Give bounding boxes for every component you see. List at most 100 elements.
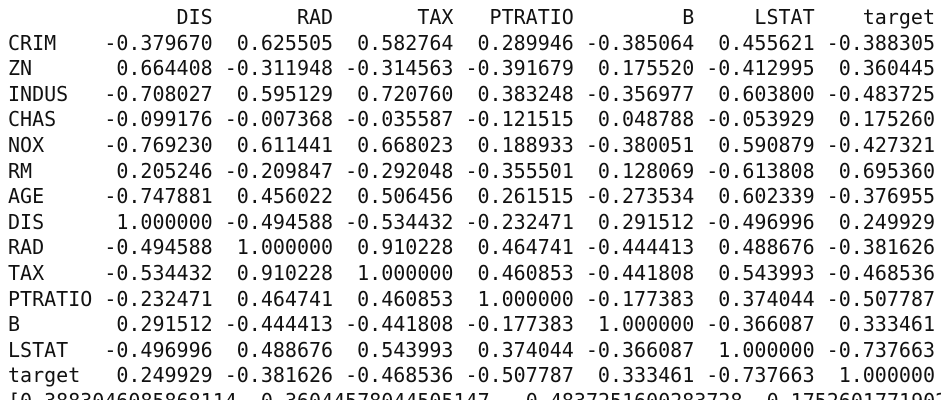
cell-value: 0.464741: [477, 235, 574, 260]
cell-value: -0.209847: [224, 158, 334, 183]
cell-value: -0.534432: [104, 260, 213, 285]
cell-value: -0.376955: [826, 184, 936, 209]
cell-value: -0.494588: [224, 209, 334, 234]
cell-value: -0.444413: [585, 235, 695, 260]
cell-value: -0.468536: [345, 363, 454, 388]
cell-value: 0.460853: [477, 260, 574, 285]
cell-value: -0.292048: [345, 158, 454, 183]
cell-value: 0.249929: [838, 209, 936, 234]
cell-value: 0.664408: [116, 56, 213, 81]
cell-value: -0.468536: [826, 260, 936, 285]
cell-value: -0.737663: [826, 337, 936, 362]
cell-value: 0.374044: [718, 286, 815, 311]
cell-value: -0.366087: [585, 337, 695, 362]
cell-value: -0.444413: [224, 312, 334, 337]
cell-value: 0.456022: [236, 184, 334, 209]
data-row: AGE -0.747881 0.456022 0.506456 0.261515 -0.2…: [8, 184, 941, 210]
cell-value: 0.603800: [718, 81, 815, 106]
cell-value: 0.360445: [838, 56, 936, 81]
cell-value: -0.311948: [224, 56, 334, 81]
cell-value: 0.582764: [357, 30, 454, 55]
cell-value: -0.053929: [706, 107, 815, 132]
cell-value: -0.007368: [224, 107, 334, 132]
data-row: LSTAT -0.496996 0.488676 0.543993 0.374044 -0…: [8, 338, 941, 364]
row-label: B: [8, 312, 21, 337]
cell-value: 0.625505: [236, 30, 334, 55]
cell-value: -0.427321: [826, 132, 936, 157]
cell-value: -0.232471: [104, 286, 213, 311]
row-label: AGE: [8, 184, 45, 209]
data-row: INDUS -0.708027 0.595129 0.720760 0.383248 -0…: [8, 82, 941, 108]
cell-value: 0.333461: [597, 363, 695, 388]
cell-value: -0.355501: [465, 158, 574, 183]
data-row: PTRATIO -0.232471 0.464741 0.460853 1.000000…: [8, 287, 941, 313]
cell-value: -0.035587: [345, 107, 454, 132]
row-label: PTRATIO: [8, 286, 93, 311]
cell-value: -0.613808: [706, 158, 815, 183]
row-label: TAX: [8, 260, 45, 285]
cell-value: 1.000000: [357, 260, 454, 285]
cell-value: 1.000000: [597, 312, 695, 337]
cell-value: 0.595129: [236, 81, 334, 106]
cell-value: 0.464741: [236, 286, 334, 311]
cell-value: 0.543993: [357, 337, 454, 362]
row-label: RAD: [8, 235, 45, 260]
cell-value: 0.602339: [718, 184, 815, 209]
row-label: LSTAT: [8, 337, 69, 362]
cell-value: 0.205246: [116, 158, 213, 183]
data-row: NOX -0.769230 0.611441 0.668023 0.188933 -0.3…: [8, 133, 941, 159]
cell-value: 0.488676: [718, 235, 815, 260]
cell-value: -0.412995: [706, 56, 815, 81]
cell-value: -0.737663: [706, 363, 815, 388]
cell-value: -0.273534: [585, 184, 695, 209]
row-label: RM: [8, 158, 33, 183]
cell-value: -0.232471: [465, 209, 574, 234]
cell-value: -0.708027: [104, 81, 213, 106]
cell-value: 0.128069: [597, 158, 695, 183]
cell-value: 0.720760: [357, 81, 454, 106]
data-row: DIS 1.000000 -0.494588 -0.534432 -0.232471 0.…: [8, 210, 941, 236]
cell-value: -0.391679: [465, 56, 574, 81]
cell-value: 0.695360: [838, 158, 936, 183]
row-label: DIS: [8, 209, 45, 234]
column-header: PTRATIO: [489, 5, 574, 29]
cell-value: -0.441808: [345, 312, 454, 337]
column-header: target: [862, 5, 936, 29]
column-header: DIS: [176, 5, 213, 29]
cell-value: 0.668023: [357, 132, 454, 157]
cell-value: 0.291512: [116, 312, 213, 337]
data-row: B 0.291512 -0.444413 -0.441808 -0.177383 1.00…: [8, 312, 941, 338]
cell-value: -0.314563: [345, 56, 454, 81]
cell-value: -0.494588: [104, 235, 213, 260]
cell-value: 0.249929: [116, 363, 213, 388]
cell-value: 0.383248: [477, 81, 574, 106]
cell-value: 0.261515: [477, 184, 574, 209]
data-row: TAX -0.534432 0.910228 1.000000 0.460853 -0.4…: [8, 261, 941, 287]
cell-value: 0.175260: [838, 107, 936, 132]
cell-value: 0.460853: [357, 286, 454, 311]
cell-value: -0.496996: [104, 337, 213, 362]
cell-value: -0.747881: [104, 184, 213, 209]
cell-value: 1.000000: [116, 209, 213, 234]
column-header: TAX: [417, 5, 454, 29]
cell-value: 0.488676: [236, 337, 334, 362]
row-label: INDUS: [8, 81, 69, 106]
data-row: CHAS -0.099176 -0.007368 -0.035587 -0.121515…: [8, 107, 941, 133]
cell-value: 0.291512: [597, 209, 695, 234]
cell-value: -0.381626: [224, 363, 334, 388]
column-header: LSTAT: [754, 5, 815, 29]
cell-value: -0.099176: [104, 107, 213, 132]
cell-value: 0.506456: [357, 184, 454, 209]
column-header: RAD: [296, 5, 334, 29]
cell-value: -0.507787: [465, 363, 574, 388]
cell-value: 1.000000: [477, 286, 574, 311]
cell-value: 0.175520: [597, 56, 695, 81]
row-label: NOX: [8, 132, 45, 157]
cell-value: 0.910228: [236, 260, 334, 285]
trailing-output: [0.3883046085868114, 0.36044578044505147…: [8, 389, 941, 400]
console-output: DIS RAD TAX PTRATIO B LSTAT target CRIM -0.37967…: [8, 5, 941, 400]
data-row: ZN 0.664408 -0.311948 -0.314563 -0.391679 0.1…: [8, 56, 941, 82]
cell-value: 1.000000: [236, 235, 334, 260]
row-label: ZN: [8, 56, 33, 81]
